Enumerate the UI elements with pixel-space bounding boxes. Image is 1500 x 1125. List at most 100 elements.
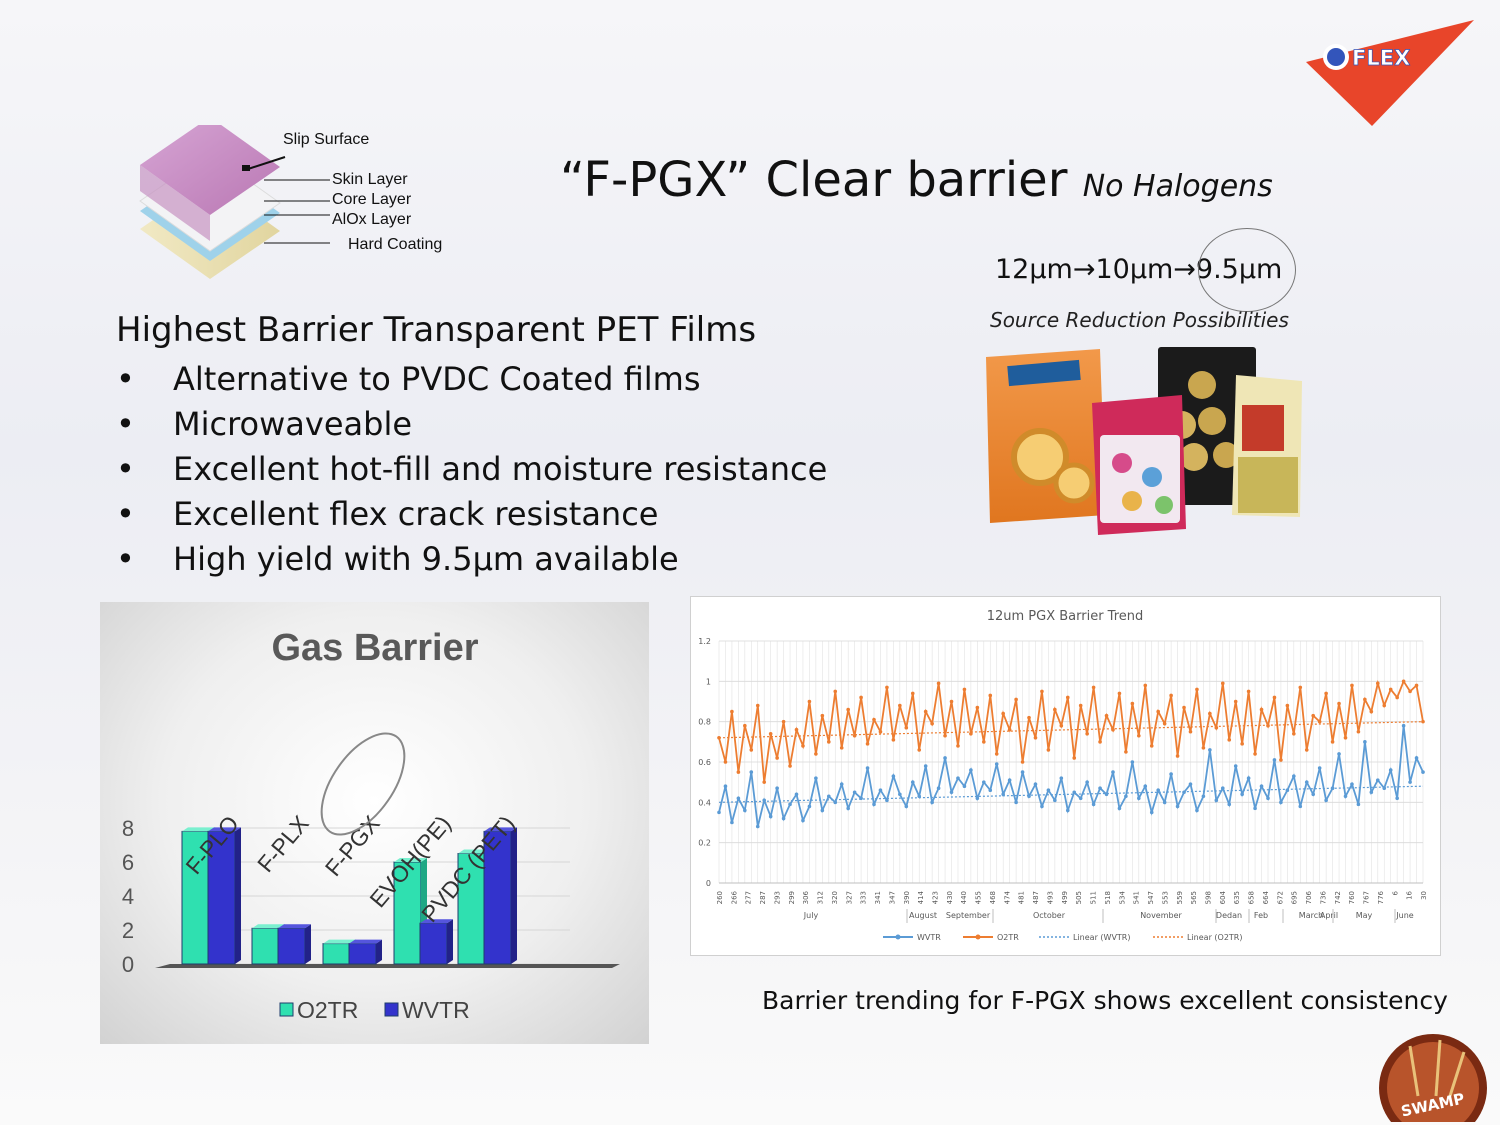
x-tick-label: 760 — [1348, 891, 1356, 904]
point-wvtr — [833, 800, 838, 805]
point-o2tr — [1233, 699, 1238, 704]
point-wvtr — [1065, 808, 1070, 813]
point-wvtr — [1201, 794, 1206, 799]
point-wvtr — [865, 766, 870, 770]
point-o2tr — [1375, 681, 1380, 686]
x-tick-label: 327 — [845, 891, 853, 904]
point-wvtr — [775, 786, 779, 791]
point-wvtr — [1285, 788, 1290, 793]
point-wvtr — [956, 776, 960, 780]
point-o2tr — [1343, 736, 1348, 740]
point-wvtr — [820, 808, 825, 813]
point-o2tr — [1298, 685, 1303, 690]
point-o2tr — [1195, 687, 1199, 692]
point-o2tr — [1175, 754, 1180, 758]
point-wvtr — [988, 788, 993, 793]
gas-barrier-chart: Gas Barrier 0 2 4 6 8 F-PLO F-PLX F-PGX EVOH(PE) P… — [100, 602, 649, 1044]
point-o2tr — [839, 746, 844, 750]
point-wvtr — [717, 810, 721, 815]
point-wvtr — [872, 802, 876, 807]
point-o2tr — [1220, 681, 1225, 686]
point-wvtr — [794, 792, 799, 797]
skin-layer — [140, 125, 280, 215]
y-tick-label: 4 — [122, 884, 134, 909]
point-wvtr — [885, 798, 889, 803]
x-tick-label: 312 — [817, 891, 825, 904]
list-item: • Microwaveable — [116, 405, 413, 443]
bar-top — [349, 939, 382, 944]
point-o2tr — [1337, 701, 1341, 706]
x-tick-label: 341 — [874, 891, 882, 904]
point-wvtr — [1233, 764, 1238, 768]
point-wvtr — [1040, 804, 1044, 809]
point-o2tr — [1408, 689, 1412, 694]
bar-o2tr — [251, 927, 280, 965]
highlight-circle — [320, 732, 406, 836]
point-wvtr — [923, 764, 928, 768]
list-item: • Excellent flex crack resistance — [116, 495, 659, 533]
x-tick-label: 414 — [917, 890, 925, 904]
point-o2tr — [1330, 740, 1335, 744]
point-o2tr — [1014, 697, 1018, 702]
point-o2tr — [1395, 695, 1399, 700]
point-o2tr — [820, 713, 825, 718]
point-wvtr — [1078, 796, 1083, 801]
point-wvtr — [1053, 798, 1057, 803]
point-wvtr — [1143, 784, 1148, 788]
point-wvtr — [1162, 800, 1167, 805]
point-wvtr — [1156, 788, 1160, 793]
point-wvtr — [1072, 790, 1077, 795]
gauge-highlight-circle — [1198, 228, 1296, 312]
x-tick-label: 430 — [946, 891, 954, 904]
point-o2tr — [814, 752, 818, 756]
point-o2tr — [1117, 691, 1122, 696]
point-o2tr — [1382, 703, 1387, 708]
point-o2tr — [1246, 689, 1251, 694]
point-o2tr — [1169, 693, 1173, 698]
features-heading: Highest Barrier Transparent PET Films — [116, 310, 757, 350]
point-o2tr — [878, 729, 883, 734]
bar-side — [305, 924, 311, 964]
point-o2tr — [1388, 687, 1393, 692]
x-tick-label: 553 — [1161, 891, 1169, 904]
x-tick-label: 658 — [1248, 891, 1256, 904]
month-label: March — [1299, 911, 1323, 920]
point-o2tr — [943, 733, 947, 738]
point-wvtr — [781, 816, 786, 821]
point-o2tr — [1020, 760, 1025, 764]
point-o2tr — [962, 687, 967, 692]
point-wvtr — [904, 804, 909, 809]
point-wvtr — [1220, 786, 1225, 791]
point-wvtr — [1001, 792, 1005, 797]
point-o2tr — [1214, 725, 1219, 730]
point-wvtr — [1375, 778, 1380, 782]
legend-label: O2TR — [997, 933, 1019, 942]
x-tick-label: 6 — [1391, 890, 1399, 895]
bar-side — [376, 939, 382, 964]
point-o2tr — [717, 736, 721, 740]
point-wvtr — [1111, 770, 1115, 774]
point-wvtr — [1195, 808, 1199, 813]
point-wvtr — [878, 788, 883, 793]
point-wvtr — [1292, 774, 1296, 778]
x-tick-label: 474 — [1003, 890, 1011, 904]
point-wvtr — [936, 786, 941, 791]
point-o2tr — [1046, 748, 1051, 752]
y-tick-label: 1 — [706, 677, 711, 686]
bar-o2tr — [181, 830, 210, 965]
point-wvtr — [743, 808, 747, 813]
bar-top — [182, 827, 215, 832]
point-wvtr — [1020, 770, 1025, 774]
point-wvtr — [1027, 794, 1031, 799]
x-tick-label: 767 — [1363, 891, 1371, 904]
point-wvtr — [917, 794, 922, 799]
point-o2tr — [949, 699, 954, 704]
y-tick-label: 0.8 — [698, 718, 711, 727]
bar-top — [458, 849, 491, 854]
x-tick-label: 455 — [975, 891, 983, 904]
point-o2tr — [1149, 744, 1154, 748]
point-o2tr — [904, 725, 909, 730]
x-tick-label: F-PLX — [252, 811, 314, 878]
point-o2tr — [917, 748, 922, 752]
point-wvtr — [1414, 756, 1419, 760]
